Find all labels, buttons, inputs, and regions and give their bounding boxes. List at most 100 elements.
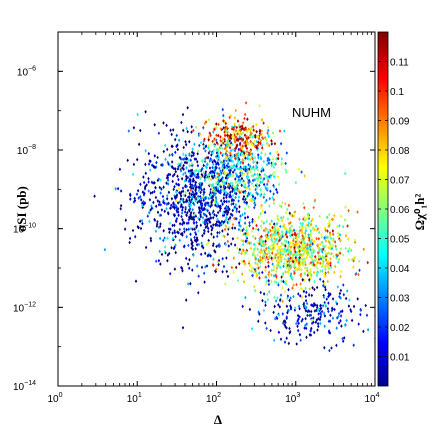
scatter-point bbox=[321, 247, 325, 252]
scatter-point bbox=[283, 225, 286, 229]
scatter-point bbox=[252, 271, 255, 275]
scatter-point bbox=[260, 143, 264, 148]
scatter-point bbox=[234, 156, 237, 161]
scatter-point bbox=[223, 190, 226, 194]
scatter-point bbox=[285, 239, 288, 244]
scatter-point bbox=[309, 232, 312, 237]
scatter-point bbox=[327, 266, 331, 270]
scatter-point bbox=[221, 181, 225, 186]
scatter-point bbox=[301, 243, 304, 247]
scatter-point bbox=[260, 167, 264, 171]
scatter-point bbox=[261, 146, 264, 150]
scatter-point bbox=[284, 248, 287, 252]
scatter-point bbox=[337, 260, 340, 264]
scatter-point bbox=[302, 237, 305, 241]
scatter-point bbox=[195, 224, 199, 228]
scatter-point bbox=[217, 155, 220, 160]
scatter-point bbox=[267, 237, 270, 241]
scatter-point bbox=[341, 224, 345, 229]
scatter-point bbox=[223, 171, 227, 176]
scatter-point bbox=[136, 225, 139, 229]
scatter-point bbox=[315, 308, 318, 313]
scatter-point bbox=[236, 183, 239, 188]
scatter-point bbox=[265, 279, 268, 284]
scatter-point bbox=[208, 131, 211, 135]
scatter-point bbox=[210, 186, 214, 190]
scatter-point bbox=[311, 242, 314, 246]
scatter-point bbox=[278, 255, 281, 259]
scatter-point bbox=[182, 200, 186, 204]
scatter-point bbox=[335, 343, 338, 348]
scatter-point bbox=[326, 279, 329, 284]
scatter-point bbox=[140, 198, 143, 202]
scatter-point bbox=[158, 200, 161, 204]
scatter-point bbox=[273, 295, 276, 300]
scatter-point bbox=[153, 181, 156, 185]
scatter-point bbox=[174, 169, 177, 174]
scatter-point bbox=[328, 244, 331, 249]
scatter-point bbox=[215, 222, 218, 227]
scatter-point bbox=[215, 220, 219, 224]
scatter-point bbox=[213, 192, 217, 197]
scatter-point bbox=[207, 226, 210, 231]
scatter-point bbox=[119, 203, 123, 208]
scatter-point bbox=[167, 162, 170, 166]
scatter-point bbox=[236, 119, 240, 123]
scatter-point bbox=[162, 185, 165, 189]
scatter-point bbox=[156, 210, 160, 215]
scatter-point bbox=[261, 298, 264, 303]
scatter-point bbox=[180, 177, 184, 181]
scatter-point bbox=[254, 269, 257, 274]
scatter-point bbox=[178, 155, 182, 160]
scatter-point bbox=[244, 101, 248, 105]
scatter-point bbox=[234, 135, 238, 139]
scatter-point bbox=[265, 138, 268, 142]
scatter-point bbox=[229, 184, 232, 188]
scatter-point bbox=[297, 317, 300, 321]
scatter-point bbox=[189, 182, 192, 186]
scatter-point bbox=[180, 266, 184, 271]
scatter-point bbox=[256, 148, 259, 152]
scatter-point bbox=[185, 256, 188, 261]
scatter-point bbox=[142, 200, 145, 204]
scatter-point bbox=[299, 257, 302, 262]
scatter-point bbox=[298, 229, 301, 233]
scatter-point bbox=[240, 126, 244, 131]
scatter-point bbox=[345, 318, 348, 323]
scatter-point bbox=[271, 251, 274, 255]
scatter-point bbox=[348, 298, 351, 302]
scatter-point bbox=[316, 328, 319, 332]
scatter-point bbox=[246, 170, 250, 174]
scatter-point bbox=[330, 251, 333, 256]
scatter-point bbox=[219, 206, 222, 211]
scatter-point bbox=[236, 132, 239, 136]
scatter-point bbox=[171, 174, 175, 178]
scatter-point bbox=[280, 215, 283, 220]
scatter-point bbox=[207, 203, 210, 207]
scatter-point bbox=[327, 329, 331, 333]
scatter-point bbox=[183, 227, 186, 231]
scatter-point bbox=[250, 166, 254, 171]
scatter-point bbox=[236, 138, 240, 143]
scatter-point bbox=[173, 193, 176, 198]
scatter-point bbox=[366, 260, 369, 265]
scatter-point bbox=[212, 130, 215, 134]
scatter-point bbox=[254, 135, 257, 139]
scatter-point bbox=[179, 169, 183, 173]
scatter-point bbox=[210, 157, 213, 162]
scatter-point bbox=[321, 269, 324, 273]
scatter-point bbox=[304, 247, 308, 252]
scatter-point bbox=[236, 278, 240, 283]
scatter-point bbox=[207, 138, 210, 142]
scatter-point bbox=[224, 141, 227, 145]
scatter-point bbox=[254, 187, 257, 192]
scatter-point bbox=[204, 218, 207, 222]
colorbar-tick-label: 0.01 bbox=[390, 353, 410, 364]
scatter-point bbox=[257, 215, 260, 220]
scatter-point bbox=[239, 173, 242, 178]
scatter-point bbox=[320, 309, 324, 314]
scatter-point bbox=[275, 237, 278, 242]
scatter-point bbox=[219, 138, 222, 143]
scatter-point bbox=[255, 274, 258, 278]
scatter-point bbox=[252, 159, 255, 163]
